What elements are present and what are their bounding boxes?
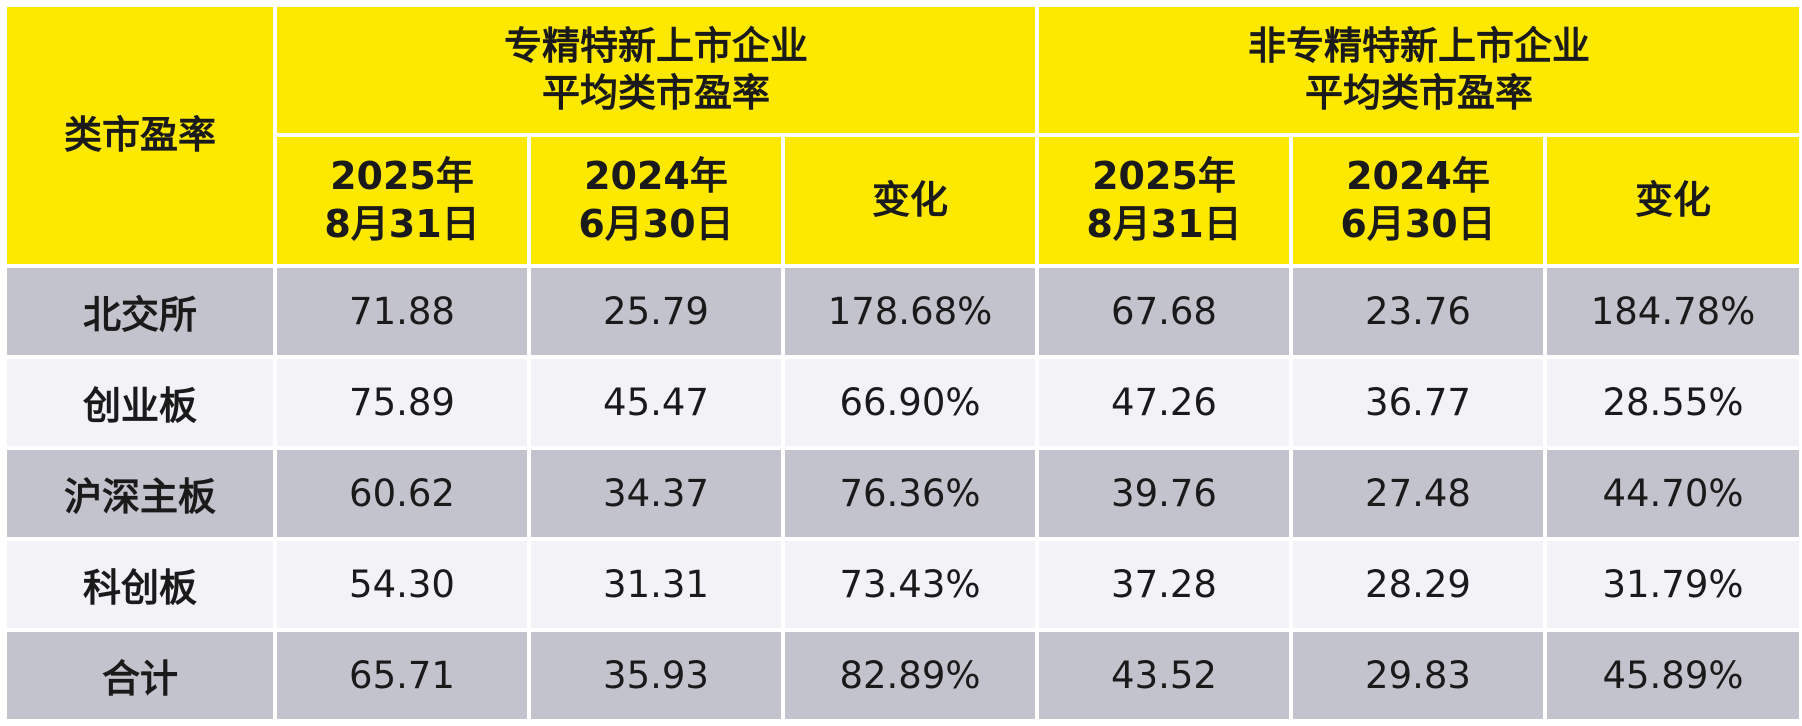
table-cell: 45.47 [531, 359, 781, 446]
group-a-col-change: 变化 [785, 137, 1035, 264]
row-label: 科创板 [7, 541, 273, 628]
table-cell: 47.26 [1039, 359, 1289, 446]
table-cell: 28.55% [1547, 359, 1800, 446]
table-cell: 178.68% [785, 268, 1035, 355]
table-cell: 34.37 [531, 450, 781, 537]
group-a-col-2024: 2024年 6月30日 [531, 137, 781, 264]
table-cell: 25.79 [531, 268, 781, 355]
table-cell: 39.76 [1039, 450, 1289, 537]
table-cell: 54.30 [277, 541, 527, 628]
table-cell: 28.29 [1293, 541, 1543, 628]
table-cell: 45.89% [1547, 632, 1800, 719]
group-b-col-change: 变化 [1547, 137, 1800, 264]
corner-header: 类市盈率 [7, 7, 273, 264]
table-cell: 29.83 [1293, 632, 1543, 719]
row-label: 创业板 [7, 359, 273, 446]
table-cell: 75.89 [277, 359, 527, 446]
table-cell: 184.78% [1547, 268, 1800, 355]
group-b-col-2024: 2024年 6月30日 [1293, 137, 1543, 264]
table-cell: 76.36% [785, 450, 1035, 537]
row-label: 沪深主板 [7, 450, 273, 537]
table-row: 科创板 54.30 31.31 73.43% 37.28 28.29 31.79… [7, 541, 1800, 628]
table-row: 合计 65.71 35.93 82.89% 43.52 29.83 45.89% [7, 632, 1800, 719]
table-cell: 37.28 [1039, 541, 1289, 628]
table-cell: 23.76 [1293, 268, 1543, 355]
table-cell: 31.31 [531, 541, 781, 628]
table-row: 沪深主板 60.62 34.37 76.36% 39.76 27.48 44.7… [7, 450, 1800, 537]
group-b-header: 非专精特新上市企业 平均类市盈率 [1039, 7, 1800, 133]
table-cell: 60.62 [277, 450, 527, 537]
pe-ratio-table: 类市盈率 专精特新上市企业 平均类市盈率 非专精特新上市企业 平均类市盈率 20… [3, 3, 1802, 723]
table-cell: 43.52 [1039, 632, 1289, 719]
row-label: 合计 [7, 632, 273, 719]
table-cell: 73.43% [785, 541, 1035, 628]
table-cell: 71.88 [277, 268, 527, 355]
table-cell: 82.89% [785, 632, 1035, 719]
table-row: 创业板 75.89 45.47 66.90% 47.26 36.77 28.55… [7, 359, 1800, 446]
table-cell: 35.93 [531, 632, 781, 719]
table-cell: 66.90% [785, 359, 1035, 446]
table-row: 北交所 71.88 25.79 178.68% 67.68 23.76 184.… [7, 268, 1800, 355]
table-cell: 67.68 [1039, 268, 1289, 355]
group-a-header: 专精特新上市企业 平均类市盈率 [277, 7, 1035, 133]
table-cell: 36.77 [1293, 359, 1543, 446]
table-cell: 27.48 [1293, 450, 1543, 537]
row-label: 北交所 [7, 268, 273, 355]
group-b-col-2025: 2025年 8月31日 [1039, 137, 1289, 264]
table-cell: 44.70% [1547, 450, 1800, 537]
table-cell: 31.79% [1547, 541, 1800, 628]
group-a-col-2025: 2025年 8月31日 [277, 137, 527, 264]
table-cell: 65.71 [277, 632, 527, 719]
